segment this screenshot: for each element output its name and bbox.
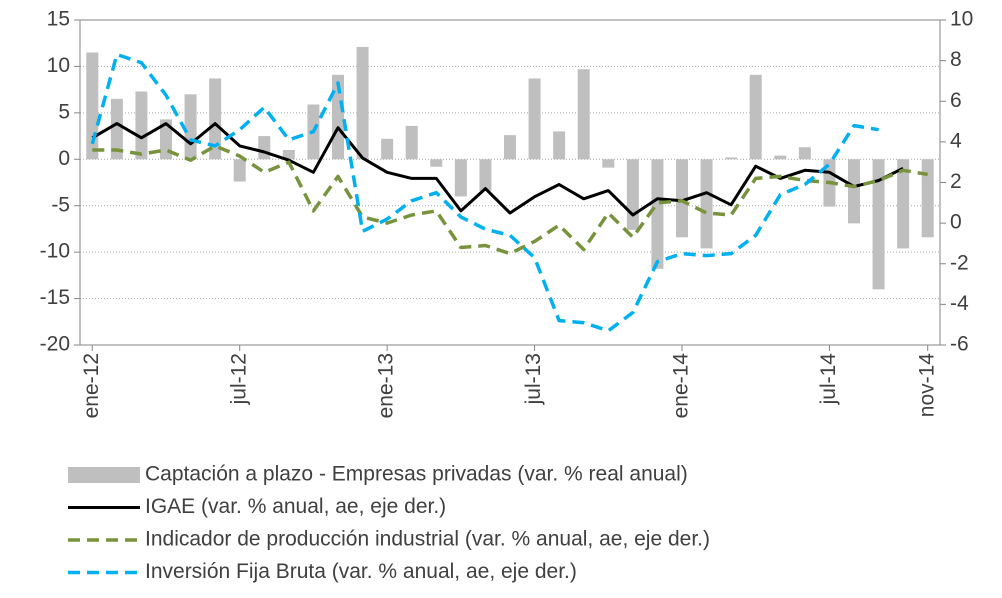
bar	[184, 94, 197, 160]
x-tick-label: nov-14	[915, 353, 938, 418]
bar	[209, 78, 222, 160]
y2-tick-label: -4	[950, 292, 969, 315]
y2-tick-label: 10	[950, 8, 973, 31]
bar	[626, 159, 639, 230]
y-tick-label: -10	[40, 240, 70, 263]
bar	[921, 159, 934, 238]
bar	[553, 131, 566, 160]
bar	[135, 91, 148, 160]
bar	[258, 136, 271, 160]
x-tick-label: jul-13	[522, 353, 545, 405]
legend-label: Indicador de producción industrial (var.…	[145, 528, 710, 551]
line	[92, 144, 928, 256]
bar	[381, 138, 394, 160]
bar	[430, 159, 443, 167]
bar	[577, 69, 590, 160]
bar	[749, 74, 762, 160]
bar	[454, 159, 467, 197]
bar	[774, 155, 787, 160]
y-tick-label: -20	[40, 333, 70, 356]
legend-label: Captación a plazo - Empresas privadas (v…	[145, 463, 688, 486]
x-tick-label: jul-14	[817, 353, 840, 406]
x-tick-label: ene-14	[670, 353, 693, 419]
bar	[725, 157, 738, 160]
y-tick-label: 15	[47, 8, 70, 31]
bar	[651, 159, 664, 269]
x-tick-label: ene-13	[375, 353, 398, 418]
y2-tick-label: -6	[950, 333, 969, 356]
bar	[332, 74, 344, 160]
y2-tick-label: -2	[950, 251, 969, 274]
x-tick-label: jul-12	[227, 353, 250, 405]
y-tick-label: 5	[58, 100, 70, 123]
bar	[676, 159, 688, 238]
bar	[282, 150, 295, 160]
y2-tick-label: 6	[950, 89, 962, 112]
x-tick-label: ene-12	[80, 353, 103, 418]
plot-frame	[79, 19, 941, 346]
bar	[479, 159, 492, 191]
bar	[110, 98, 123, 160]
bar	[700, 159, 713, 249]
line	[90, 52, 879, 333]
bar	[405, 125, 418, 160]
bar	[872, 159, 885, 290]
y2-tick-label: 8	[950, 48, 962, 71]
bar	[897, 159, 910, 249]
y-tick-label: -15	[40, 286, 70, 309]
bar	[798, 147, 811, 160]
line	[91, 122, 904, 217]
bar	[160, 119, 172, 160]
y2-tick-label: 4	[950, 129, 962, 152]
y2-tick-label: 2	[950, 170, 962, 193]
legend-label: Inversión Fija Bruta (var. % anual, ae, …	[145, 560, 577, 583]
y2-tick-label: 0	[950, 211, 962, 234]
y-tick-label: 0	[58, 147, 70, 170]
y-tick-label: -5	[51, 193, 70, 216]
bar	[848, 159, 860, 224]
bar	[233, 159, 246, 182]
bar	[504, 135, 516, 160]
bar	[602, 159, 615, 168]
legend-swatch	[68, 467, 140, 483]
legend-label: IGAE (var. % anual, ae, eje der.)	[145, 495, 446, 518]
bar	[356, 46, 369, 160]
y-tick-label: 10	[47, 54, 70, 77]
bar	[528, 78, 541, 160]
